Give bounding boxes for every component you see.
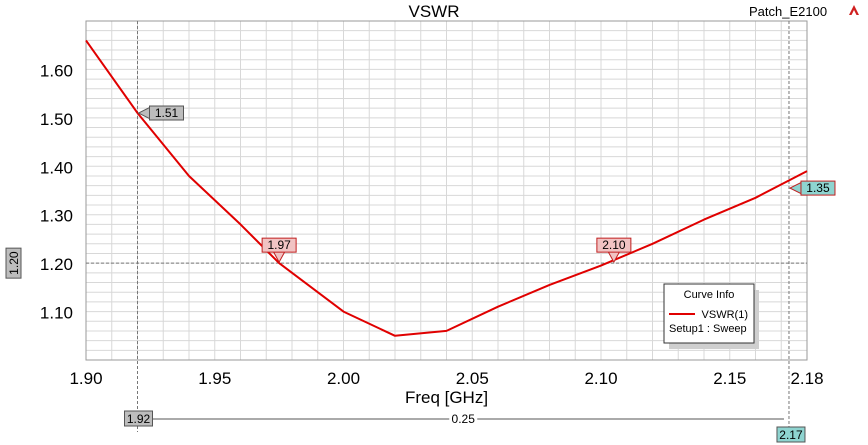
y-tick-label: 1.40 bbox=[40, 158, 73, 177]
ansys-logo-icon bbox=[848, 3, 860, 21]
x-tick-label: 1.95 bbox=[198, 369, 231, 388]
marker-1.51: 1.51 bbox=[137, 105, 184, 121]
x-tick-label: 2.15 bbox=[713, 369, 746, 388]
v-marker-badge bbox=[776, 426, 806, 443]
marker-2.10: 2.10 bbox=[596, 237, 632, 264]
marker-1.35: 1.35 bbox=[788, 180, 836, 196]
marker-box bbox=[596, 237, 632, 253]
v-marker-label: 2.17 bbox=[779, 428, 803, 442]
project-name: Patch_E2100 bbox=[749, 4, 828, 19]
x-tick-label: 2.10 bbox=[584, 369, 617, 388]
marker-box bbox=[800, 180, 836, 196]
marker-label: 1.51 bbox=[155, 106, 179, 120]
v-marker-badge bbox=[124, 410, 153, 427]
delta-label-bg bbox=[449, 412, 478, 426]
y-tick-label: 1.10 bbox=[40, 304, 73, 323]
marker-label: 1.35 bbox=[806, 181, 830, 195]
x-tick-label: 2.00 bbox=[327, 369, 360, 388]
legend-sub: Setup1 : Sweep bbox=[669, 323, 747, 335]
x-tick-label: 1.90 bbox=[69, 369, 102, 388]
h-marker-label: 1.20 bbox=[7, 251, 21, 275]
y-tick-label: 1.20 bbox=[40, 255, 73, 274]
y-tick-label: 1.50 bbox=[40, 110, 73, 129]
series-line-vswr bbox=[85, 39, 808, 337]
h-marker-badge-box bbox=[5, 247, 22, 279]
h-marker-badge: 1.20 bbox=[5, 247, 22, 279]
x-axis-label: Freq [GHz] bbox=[405, 388, 488, 407]
marker-label: 2.10 bbox=[602, 238, 626, 252]
y-tick-label: 1.60 bbox=[40, 61, 73, 80]
marker-box bbox=[149, 105, 184, 121]
marker-label: 1.97 bbox=[267, 238, 291, 252]
x-tick-label: 2.18 bbox=[790, 369, 823, 388]
x-tick-label: 2.05 bbox=[456, 369, 489, 388]
v-marker-label: 1.92 bbox=[127, 412, 151, 426]
marker-box bbox=[261, 237, 297, 253]
delta-label: 0.25 bbox=[452, 412, 476, 426]
chart-title: VSWR bbox=[408, 2, 460, 21]
legend: Curve Info VSWR(1) Setup1 : Sweep bbox=[663, 283, 759, 349]
legend-title: Curve Info bbox=[684, 289, 735, 301]
y-tick-label: 1.30 bbox=[40, 207, 73, 226]
legend-entry: VSWR(1) bbox=[702, 309, 748, 321]
marker-1.97: 1.97 bbox=[261, 237, 297, 264]
